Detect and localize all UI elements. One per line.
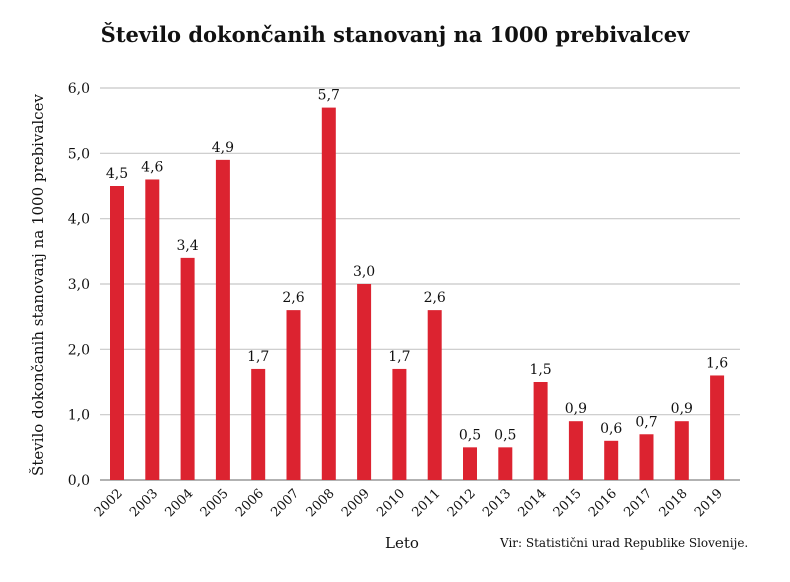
x-tick-label: 2019 — [692, 486, 726, 520]
bar — [427, 310, 442, 480]
bar — [357, 284, 372, 480]
data-label: 0,7 — [635, 414, 657, 430]
x-tick-label: 2005 — [198, 486, 232, 520]
x-tick-label: 2010 — [374, 486, 408, 520]
data-label: 1,7 — [247, 349, 269, 365]
y-tick-label: 1,0 — [68, 408, 90, 424]
bar — [321, 107, 336, 480]
bar — [674, 421, 689, 480]
x-tick-label: 2012 — [445, 486, 479, 520]
bar — [251, 368, 266, 480]
bar — [604, 440, 619, 480]
y-tick-label: 3,0 — [68, 277, 90, 293]
x-tick-label: 2013 — [480, 486, 514, 520]
data-label: 4,5 — [106, 166, 128, 182]
bar — [710, 375, 725, 480]
x-tick-label: 2007 — [268, 486, 302, 520]
bar — [286, 310, 301, 480]
x-tick-label: 2018 — [657, 486, 691, 520]
data-label: 0,5 — [494, 427, 516, 443]
bar — [110, 186, 124, 480]
y-tick-label: 4,0 — [68, 212, 90, 228]
chart-title: Število dokončanih stanovanj na 1000 pre… — [100, 22, 690, 47]
x-tick-label: 2009 — [339, 486, 373, 520]
x-tick-label: 2008 — [304, 486, 338, 520]
bar — [533, 382, 548, 480]
data-label: 0,9 — [565, 401, 587, 417]
x-tick-label: 2015 — [551, 486, 585, 520]
data-label: 5,7 — [318, 88, 340, 104]
data-label: 2,6 — [282, 290, 304, 306]
x-tick-label: 2002 — [92, 486, 126, 520]
x-tick-label: 2006 — [233, 486, 267, 520]
bar — [392, 368, 407, 480]
data-label: 0,5 — [459, 427, 481, 443]
y-tick-label: 2,0 — [68, 342, 90, 358]
data-label: 1,7 — [388, 349, 410, 365]
x-tick-label: 2016 — [586, 486, 620, 520]
bar — [568, 421, 583, 480]
bar — [463, 447, 477, 480]
data-label: 0,9 — [671, 401, 693, 417]
data-label: 3,4 — [176, 238, 198, 254]
y-tick-label: 5,0 — [68, 146, 90, 162]
bar — [215, 159, 230, 480]
data-label: 1,5 — [529, 362, 551, 378]
y-tick-label: 6,0 — [68, 81, 90, 97]
data-label: 1,6 — [706, 355, 728, 371]
data-label: 4,6 — [141, 159, 163, 175]
x-axis-label: Leto — [385, 534, 419, 552]
data-label: 2,6 — [424, 290, 446, 306]
data-label: 0,6 — [600, 421, 622, 437]
y-tick-label: 0,0 — [68, 473, 90, 489]
x-tick-label: 2003 — [127, 486, 161, 520]
bar — [145, 179, 160, 480]
data-label: 3,0 — [353, 264, 375, 280]
x-tick-label: 2017 — [621, 486, 655, 520]
x-tick-label: 2014 — [515, 486, 549, 520]
bar — [498, 447, 513, 480]
source-note: Vir: Statistični urad Republike Slovenij… — [500, 536, 749, 550]
x-tick-label: 2011 — [410, 486, 444, 520]
bar — [639, 434, 654, 480]
x-tick-label: 2004 — [162, 486, 196, 520]
data-label: 4,9 — [212, 140, 234, 156]
bar — [180, 257, 195, 480]
